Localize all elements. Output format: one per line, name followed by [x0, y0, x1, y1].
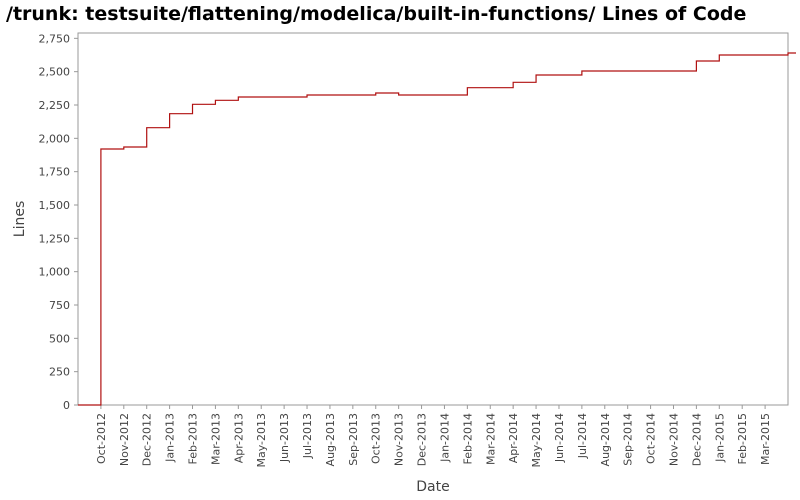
x-tick-label: Feb-2015 [736, 413, 749, 464]
x-tick-label: Aug-2014 [599, 413, 612, 466]
chart-title: /trunk: testsuite/flattening/modelica/bu… [6, 3, 746, 25]
y-tick-label: 1,500 [39, 199, 71, 212]
x-tick-label: Jan-2013 [164, 413, 177, 463]
x-tick-label: Mar-2013 [209, 413, 222, 465]
x-tick-label: Dec-2013 [416, 413, 429, 466]
x-tick-label: Jan-2014 [438, 413, 451, 463]
y-tick-label: 2,750 [39, 32, 71, 45]
x-tick-label: Sep-2013 [347, 413, 360, 466]
plot-area [77, 32, 789, 406]
y-tick-label: 500 [49, 332, 70, 345]
y-tick-label: 250 [49, 366, 70, 379]
y-tick-label: 1,750 [39, 166, 71, 179]
x-tick-label: Oct-2012 [95, 413, 108, 464]
y-axis-label: Lines [12, 201, 28, 237]
x-tick-label: Oct-2013 [370, 413, 383, 464]
x-tick-label: Nov-2014 [667, 413, 680, 466]
x-tick-label: Apr-2013 [232, 413, 245, 463]
x-tick-label: Dec-2014 [690, 413, 703, 466]
data-line [78, 52, 796, 406]
x-tick-label: Nov-2012 [118, 413, 131, 466]
y-tick-label: 2,250 [39, 99, 71, 112]
y-tick-label: 750 [49, 299, 70, 312]
x-tick-label: Feb-2013 [187, 413, 200, 464]
x-tick-label: Aug-2013 [324, 413, 337, 466]
x-tick-label: Feb-2014 [461, 413, 474, 464]
x-axis-label: Date [416, 479, 449, 495]
y-tick-label: 1,250 [39, 232, 71, 245]
y-tick-label: 2,500 [39, 66, 71, 79]
x-tick-label: Oct-2014 [645, 413, 658, 464]
x-tick-label: Jun-2013 [278, 413, 291, 463]
x-tick-label: Jan-2015 [713, 413, 726, 463]
x-tick-label: Dec-2012 [141, 413, 154, 466]
y-tick-label: 1,000 [39, 266, 71, 279]
y-tick-label: 0 [63, 399, 70, 412]
x-tick-label: Sep-2014 [622, 413, 635, 466]
x-tick-label: Jul-2013 [301, 413, 314, 459]
x-tick-label: May-2013 [255, 413, 268, 468]
x-tick-label: Jun-2014 [553, 413, 566, 463]
x-tick-label: Jul-2014 [576, 413, 589, 459]
x-tick-label: Mar-2015 [759, 413, 772, 465]
y-tick-label: 2,000 [39, 132, 71, 145]
x-tick-label: Nov-2013 [393, 413, 406, 466]
x-tick-label: Apr-2014 [507, 413, 520, 463]
x-tick-label: May-2014 [530, 413, 543, 468]
x-tick-label: Mar-2014 [484, 413, 497, 465]
